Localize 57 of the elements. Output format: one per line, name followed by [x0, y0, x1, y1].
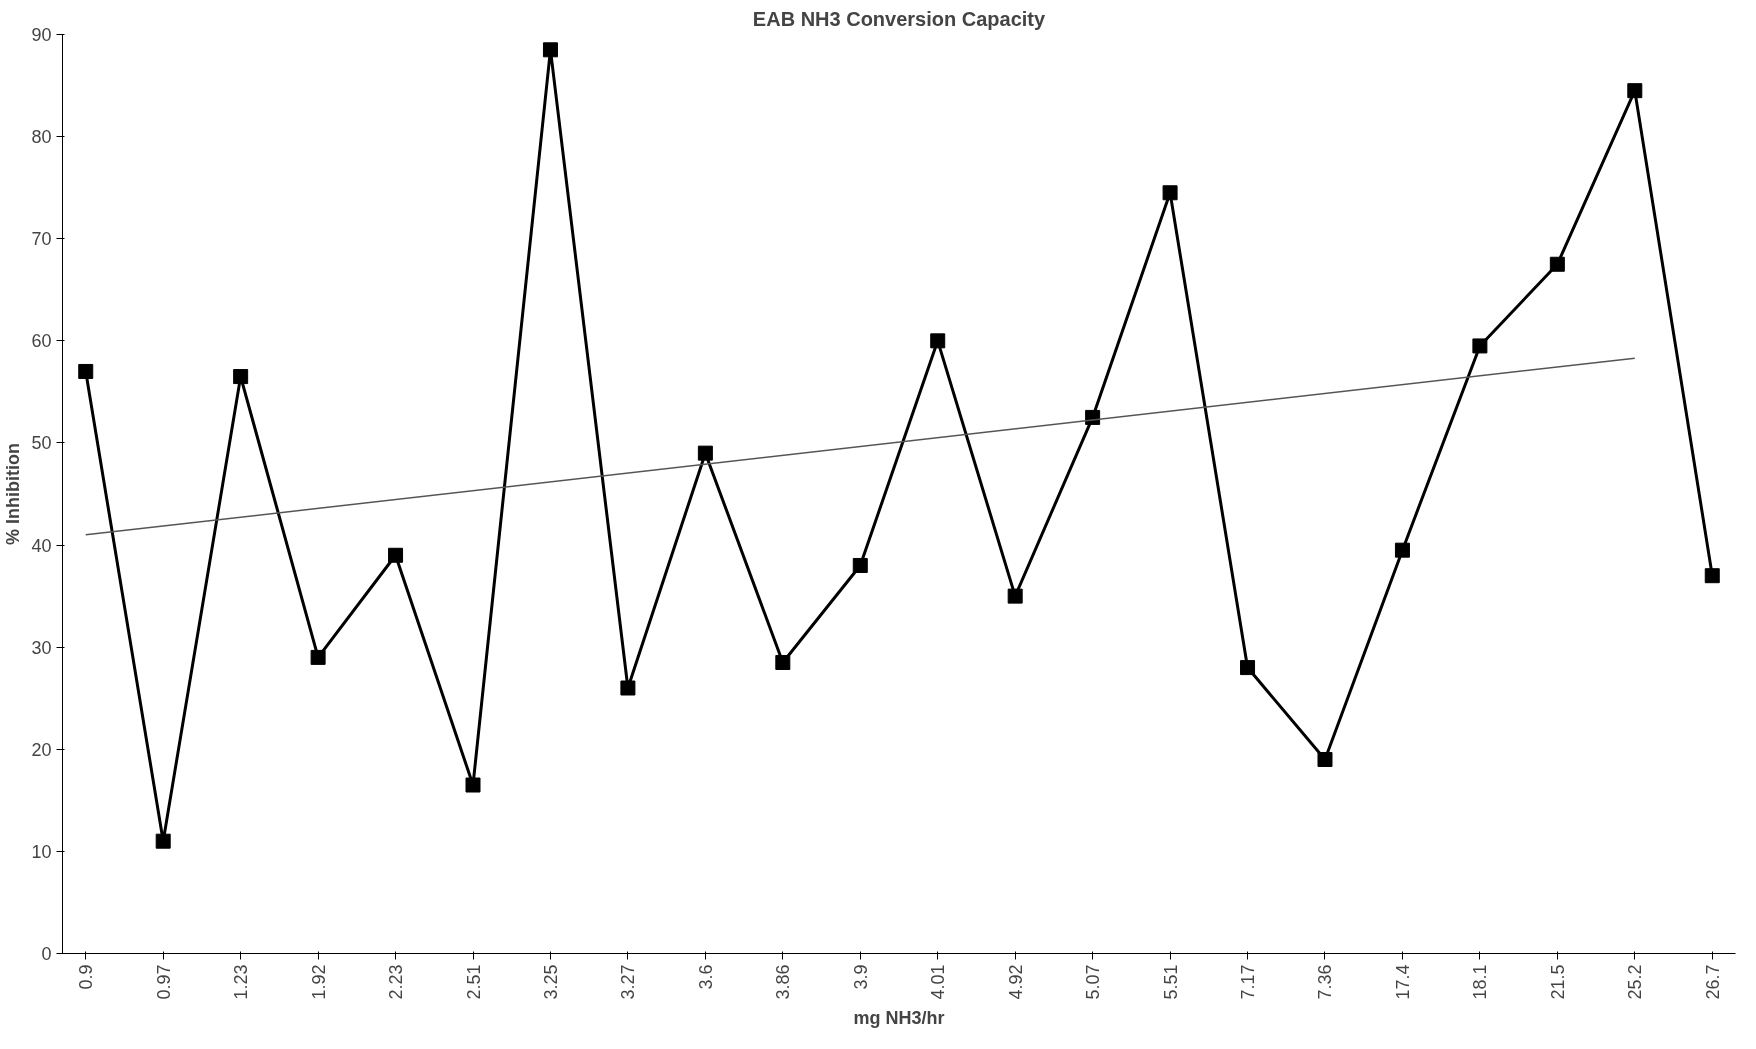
point — [310, 649, 326, 665]
x-tick-label: 1.23 — [231, 964, 252, 1000]
point — [155, 833, 171, 849]
x-tick-label: 0.97 — [153, 964, 174, 1000]
x-tick-label: 5.51 — [1160, 964, 1181, 1000]
x-tick-label: 2.23 — [386, 964, 407, 1000]
x-tick-label: 21.5 — [1547, 964, 1568, 1000]
x-tick-label: 4.01 — [928, 964, 949, 1000]
point — [1549, 256, 1565, 272]
point — [697, 445, 713, 461]
y-tick-label: 40 — [31, 535, 52, 556]
y-tick-label: 20 — [31, 739, 52, 760]
y-tick-label: 70 — [31, 229, 52, 250]
point — [78, 363, 94, 379]
x-tick-label: 26.7 — [1702, 964, 1723, 1000]
x-tick-label: 3.6 — [695, 964, 716, 990]
x-tick-label: 1.92 — [308, 964, 329, 1000]
chart-title: EAB NH3 Conversion Capacity — [752, 7, 1047, 30]
x-tick-label: 3.9 — [850, 964, 871, 990]
point — [233, 369, 249, 385]
y-tick-label: 80 — [31, 127, 52, 148]
x-tick-label: 0.9 — [76, 964, 97, 990]
x-tick-label: 25.2 — [1625, 964, 1646, 1000]
x-tick-label: 7.36 — [1315, 964, 1336, 1000]
point — [388, 547, 404, 563]
point — [1240, 660, 1256, 676]
point — [852, 557, 868, 573]
point — [930, 333, 946, 349]
x-tick-label: 7.17 — [1238, 964, 1259, 1000]
x-tick-label: 3.25 — [540, 964, 561, 1000]
y-tick-label: 10 — [31, 841, 52, 862]
point — [620, 680, 636, 696]
point — [1704, 568, 1720, 584]
point — [1007, 588, 1023, 604]
point — [1394, 542, 1410, 558]
y-tick-label: 60 — [31, 331, 52, 352]
point — [1162, 185, 1178, 201]
y-tick-label: 50 — [31, 433, 52, 454]
x-tick-label: 2.51 — [463, 964, 484, 1000]
y-tick-label: 30 — [31, 637, 52, 658]
x-tick-label: 3.27 — [618, 964, 639, 1000]
y-axis-title: % Inhibition — [3, 443, 24, 545]
y-tick-label: 90 — [31, 25, 52, 45]
point — [1472, 338, 1488, 354]
point — [1627, 83, 1643, 99]
y-tick-label: 0 — [41, 944, 52, 964]
x-tick-label: 5.07 — [1083, 964, 1104, 1000]
point — [542, 42, 558, 58]
point — [1085, 409, 1101, 425]
x-tick-label: 18.1 — [1470, 964, 1491, 1000]
point — [465, 777, 481, 793]
x-tick-label: 4.92 — [1005, 964, 1026, 1000]
point — [1317, 751, 1333, 767]
x-axis-title: mg NH3/hr — [853, 1007, 945, 1028]
x-tick-label: 17.4 — [1392, 964, 1413, 1000]
x-tick-label: 3.86 — [773, 964, 794, 1000]
point — [775, 654, 791, 670]
